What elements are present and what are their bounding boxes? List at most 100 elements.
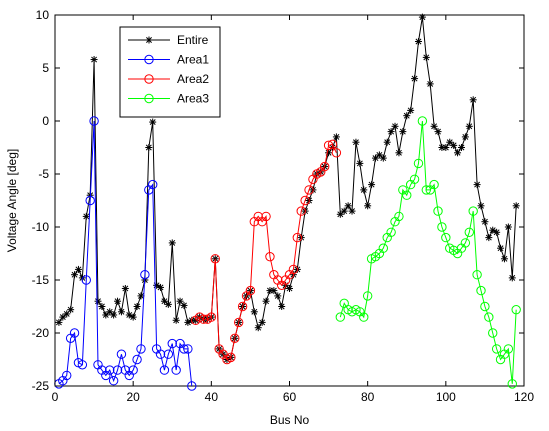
data-point-entire (274, 292, 282, 300)
data-point-entire (395, 149, 403, 157)
data-point-entire (114, 297, 122, 305)
data-point-area3 (394, 211, 404, 222)
data-point-entire (450, 141, 458, 149)
series-area1 (54, 116, 197, 391)
data-point-entire (74, 265, 82, 273)
data-point-area1 (171, 365, 181, 375)
legend-label: Area3 (177, 92, 209, 106)
data-point-entire (332, 133, 340, 141)
y-tick-label: -5 (38, 167, 49, 181)
data-point-entire (145, 144, 153, 151)
data-point-area2 (331, 148, 342, 158)
data-point-entire (442, 144, 450, 151)
data-point-entire (55, 318, 63, 326)
data-point-entire (168, 239, 176, 247)
data-point-area1 (89, 116, 99, 126)
data-point-entire (403, 112, 411, 120)
data-point-area2 (206, 312, 217, 322)
legend-label: Area1 (177, 53, 209, 67)
data-point-entire (512, 202, 520, 210)
data-point-area1 (140, 270, 150, 280)
data-point-entire (368, 181, 376, 189)
data-point-area1 (136, 344, 146, 354)
data-point-area1 (77, 360, 88, 370)
data-point-area1 (69, 328, 80, 338)
data-point-entire (360, 186, 368, 194)
data-point-entire (258, 318, 266, 326)
x-tick-label: 0 (52, 390, 59, 404)
data-point-area1 (105, 365, 115, 375)
data-point-entire (106, 308, 114, 316)
data-point-entire (469, 96, 477, 104)
data-point-area3 (511, 304, 521, 315)
data-point-area2 (245, 285, 256, 296)
data-point-area3 (472, 270, 482, 280)
x-tick-label: 80 (361, 390, 375, 404)
data-point-area3 (417, 116, 428, 126)
data-point-entire (270, 287, 278, 295)
data-point-entire (344, 202, 352, 210)
data-point-entire (180, 301, 188, 309)
data-point-entire (160, 297, 168, 305)
data-point-entire (461, 133, 469, 141)
data-point-area3 (488, 328, 498, 338)
data-point-area3 (409, 174, 420, 185)
legend: Entire Area1 Area2 Area3 (119, 26, 221, 118)
data-point-area2 (261, 211, 271, 222)
data-point-area2 (319, 161, 330, 172)
data-point-area3 (503, 344, 514, 354)
data-point-entire (352, 138, 360, 146)
data-point-area1 (159, 365, 170, 375)
data-point-entire (59, 313, 67, 321)
data-point-area3 (507, 379, 517, 389)
data-point-area2 (327, 139, 338, 150)
data-point-area1 (116, 349, 127, 359)
data-point-area1 (108, 376, 119, 386)
legend-swatch-marker (145, 36, 153, 44)
legend-item-area3: Area3 (128, 92, 209, 106)
data-point-entire (262, 297, 270, 305)
data-point-area2 (296, 206, 306, 216)
data-point-entire (497, 244, 505, 252)
data-point-entire (430, 122, 438, 130)
data-point-entire (90, 56, 98, 64)
legend-swatch-marker (144, 93, 154, 104)
data-point-entire (110, 311, 118, 319)
legend-item-entire: Entire (128, 33, 209, 47)
y-tick-label: -10 (32, 220, 50, 234)
data-point-entire (383, 138, 391, 146)
data-point-entire (407, 106, 415, 114)
data-point-area2 (226, 352, 236, 363)
data-point-area2 (292, 232, 303, 243)
data-point-area2 (288, 264, 299, 275)
x-axis-label: Bus No (270, 413, 310, 427)
data-point-area1 (179, 344, 189, 354)
x-tick-label: 120 (514, 390, 534, 404)
data-point-entire (473, 181, 481, 189)
data-point-entire (481, 218, 489, 226)
series-area3 (335, 116, 521, 389)
data-point-area3 (378, 243, 388, 253)
data-point-area2 (265, 251, 275, 262)
series-layer (54, 13, 521, 391)
data-point-area3 (476, 285, 486, 296)
y-axis-label: Voltage Angle [deg] (5, 149, 19, 252)
data-point-entire (493, 228, 501, 236)
data-point-entire (149, 118, 157, 126)
data-point-area2 (304, 185, 314, 195)
data-point-area3 (359, 312, 369, 322)
legend-swatch-marker (144, 54, 154, 65)
data-point-area1 (167, 338, 177, 349)
data-point-entire (426, 80, 434, 88)
data-point-entire (176, 297, 184, 305)
y-tick-label: 5 (42, 61, 49, 75)
data-point-entire (411, 75, 419, 83)
data-point-entire (356, 159, 364, 167)
data-point-entire (418, 13, 426, 21)
data-point-entire (133, 303, 141, 310)
data-point-entire (82, 212, 90, 220)
data-point-area1 (85, 195, 95, 206)
data-point-entire (336, 210, 344, 218)
data-point-entire (504, 223, 512, 231)
y-tick-label: 10 (36, 8, 50, 22)
